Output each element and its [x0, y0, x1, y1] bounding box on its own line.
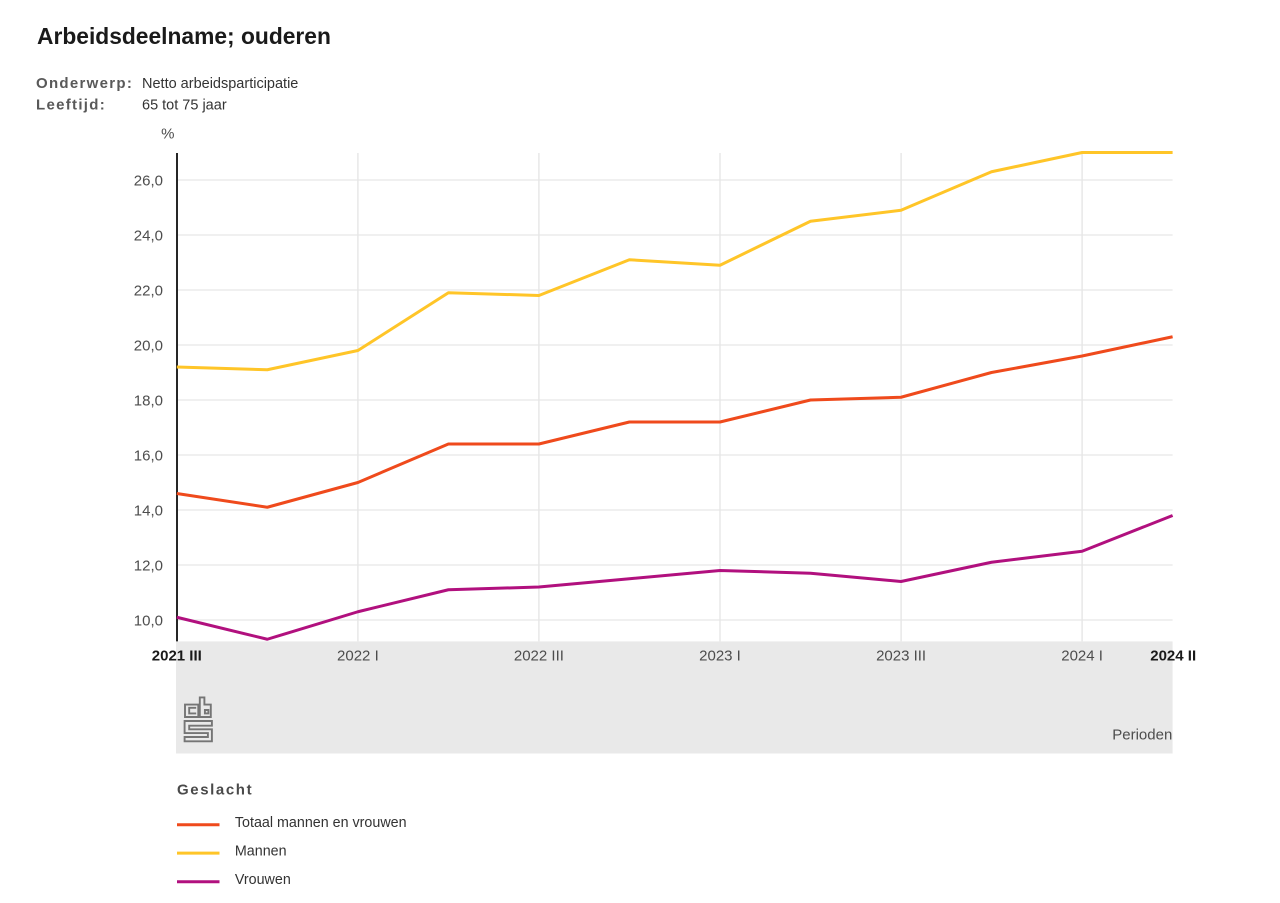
svg-text:2024 II: 2024 II	[1150, 648, 1196, 665]
svg-text:%: %	[161, 126, 174, 143]
svg-text:2023 I: 2023 I	[699, 648, 741, 665]
svg-text:Onderwerp:: Onderwerp:	[36, 75, 133, 92]
svg-text:12,0: 12,0	[134, 557, 163, 574]
svg-text:26,0: 26,0	[134, 172, 163, 189]
svg-text:2022 I: 2022 I	[337, 648, 379, 665]
svg-text:2022 III: 2022 III	[514, 648, 564, 665]
svg-text:65 tot 75 jaar: 65 tot 75 jaar	[142, 98, 227, 114]
svg-text:Vrouwen: Vrouwen	[235, 872, 291, 888]
svg-text:2023 III: 2023 III	[876, 648, 926, 665]
svg-text:16,0: 16,0	[134, 447, 163, 464]
svg-text:24,0: 24,0	[134, 227, 163, 244]
svg-text:Totaal mannen en vrouwen: Totaal mannen en vrouwen	[235, 815, 407, 831]
svg-text:Arbeidsdeelname; ouderen: Arbeidsdeelname; ouderen	[37, 23, 331, 49]
svg-text:18,0: 18,0	[134, 392, 163, 409]
svg-text:Perioden: Perioden	[1112, 727, 1172, 744]
svg-text:10,0: 10,0	[134, 612, 163, 629]
svg-text:2024 I: 2024 I	[1061, 648, 1103, 665]
svg-text:20,0: 20,0	[134, 337, 163, 354]
svg-text:Geslacht: Geslacht	[177, 782, 253, 799]
svg-text:2021 III: 2021 III	[152, 648, 202, 665]
svg-text:Netto arbeidsparticipatie: Netto arbeidsparticipatie	[142, 76, 298, 92]
svg-text:Mannen: Mannen	[235, 843, 287, 859]
svg-text:22,0: 22,0	[134, 282, 163, 299]
svg-text:14,0: 14,0	[134, 502, 163, 519]
svg-text:Leeftijd:: Leeftijd:	[36, 97, 106, 114]
